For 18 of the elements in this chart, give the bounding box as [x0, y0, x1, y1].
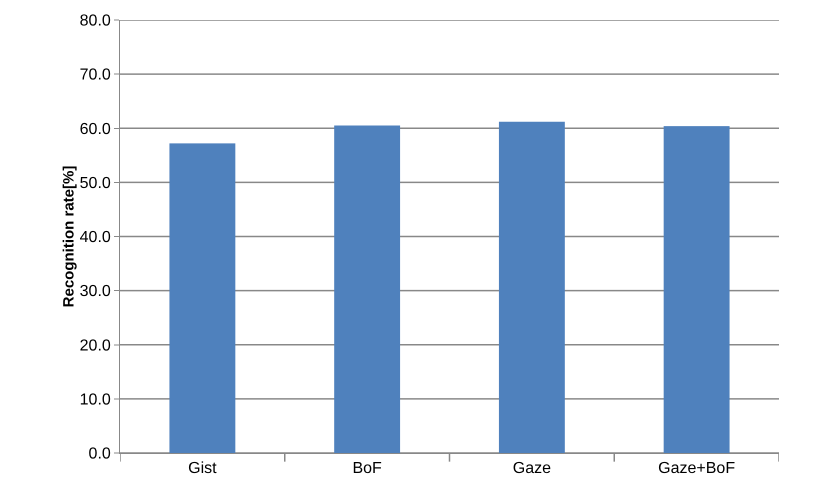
y-tick-label: 80.0	[80, 12, 111, 30]
bar	[498, 122, 565, 453]
x-tick-label: Gaze+BoF	[658, 460, 736, 478]
y-axis-title: Recognition rate[%]	[60, 166, 78, 308]
bar	[334, 126, 400, 453]
x-tick-label: Gaze	[512, 460, 552, 478]
y-tick-label: 30.0	[80, 283, 111, 300]
y-tick-label: 50.0	[80, 174, 111, 192]
x-tick-label: BoF	[352, 460, 382, 478]
y-tick-label: 20.0	[80, 337, 111, 354]
y-tick-label: 40.0	[80, 229, 111, 246]
x-tick-label: Gist	[188, 460, 218, 478]
y-tick-label: 0.0	[88, 446, 111, 463]
y-tick-label: 60.0	[80, 120, 111, 138]
y-tick-label: 10.0	[80, 391, 111, 408]
bar	[169, 143, 236, 453]
y-tick-label: 70.0	[80, 66, 111, 84]
bar	[664, 126, 730, 453]
